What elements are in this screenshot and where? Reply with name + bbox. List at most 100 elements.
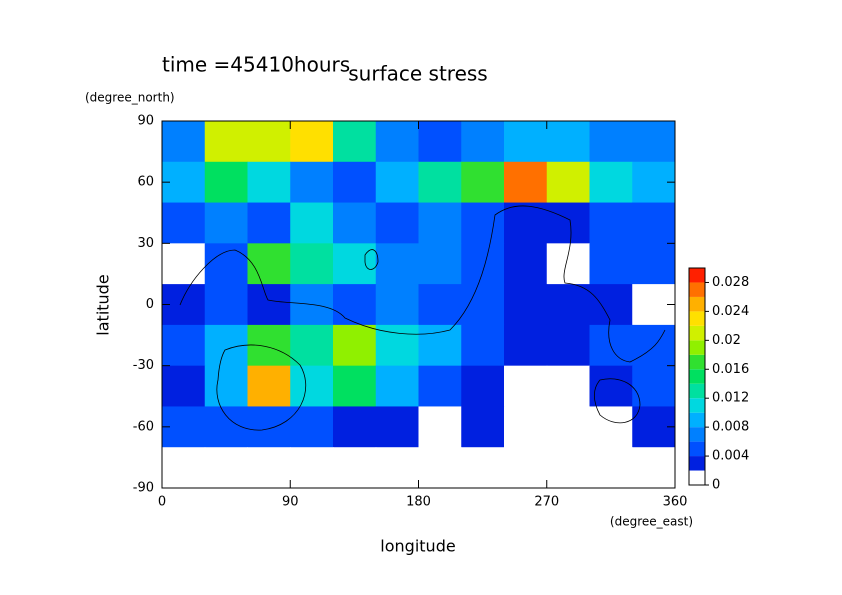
- colorbar-swatch: [689, 354, 705, 370]
- field-cell: [461, 121, 505, 163]
- field-cell: [589, 243, 633, 285]
- field-cell: [461, 202, 505, 244]
- colorbar-swatch: [689, 441, 705, 457]
- field-cell: [247, 324, 291, 367]
- field-cell: [204, 284, 248, 326]
- y-tick-label: -30: [133, 358, 154, 373]
- field-cell: [204, 202, 248, 244]
- field-cell: [290, 121, 334, 163]
- field-cell: [247, 365, 291, 407]
- field-cell: [290, 365, 334, 407]
- field: [162, 121, 676, 489]
- field-cell: [162, 202, 206, 244]
- y-tick-label: 60: [137, 175, 154, 190]
- field-cell: [546, 284, 590, 326]
- field-cell: [333, 365, 377, 407]
- field-cell: [290, 447, 334, 489]
- field-cell: [162, 243, 206, 285]
- field-cell: [504, 447, 548, 489]
- field-cell: [461, 243, 505, 285]
- x-unit: (degree_east): [610, 515, 693, 529]
- field-cell: [461, 284, 505, 326]
- field-cell: [504, 365, 548, 407]
- field-cell: [375, 365, 419, 407]
- field-cell: [632, 243, 676, 285]
- field-cell: [162, 324, 206, 367]
- coastlines: [179, 205, 666, 431]
- field-cell: [333, 161, 377, 204]
- field-cell: [632, 121, 676, 163]
- field-cell: [504, 161, 548, 204]
- colorbar-swatch: [689, 383, 705, 399]
- field-cell: [204, 365, 248, 407]
- field-cell: [290, 243, 334, 285]
- y-tick-label: -60: [133, 419, 154, 434]
- colorbar-frame: [688, 267, 706, 486]
- field-cell: [546, 324, 590, 367]
- colorbar-swatch: [689, 296, 705, 312]
- field-cell: [504, 243, 548, 285]
- field-cell: [504, 284, 548, 326]
- field-cell: [589, 447, 633, 489]
- field-cell: [632, 447, 676, 489]
- time-label: time =45410hours: [162, 53, 350, 77]
- field-cell: [247, 161, 291, 204]
- colorbar-tick-label: 0: [712, 478, 720, 493]
- field-cell: [290, 161, 334, 204]
- field-cell: [247, 243, 291, 285]
- coastline: [593, 378, 641, 424]
- field-cell: [375, 243, 419, 285]
- field-cell: [204, 161, 248, 204]
- y-tick-label: 90: [137, 114, 154, 129]
- field-cell: [162, 365, 206, 407]
- field-cell: [546, 365, 590, 407]
- field-cell: [333, 447, 377, 489]
- field-cell: [375, 324, 419, 367]
- coastline: [216, 344, 307, 431]
- colorbar-swatch: [689, 340, 705, 355]
- field-cell: [461, 324, 505, 367]
- field-cell: [204, 121, 248, 163]
- field-cell: [418, 161, 462, 204]
- colorbar-swatch: [689, 325, 705, 341]
- field-cell: [162, 121, 206, 163]
- field-cell: [247, 447, 291, 489]
- chart-title: surface stress: [348, 62, 487, 86]
- field-cell: [333, 202, 377, 244]
- colorbar-tick-label: 0.016: [712, 362, 749, 377]
- colorbar-swatch: [689, 456, 705, 471]
- coastline: [364, 249, 379, 270]
- field-cell: [632, 324, 676, 367]
- colorbar-tick-label: 0.008: [712, 420, 749, 435]
- coastline: [179, 205, 666, 363]
- field-cell: [418, 324, 462, 367]
- field-cell: [589, 161, 633, 204]
- colorbar-swatch: [689, 311, 705, 326]
- field-cell: [290, 324, 334, 367]
- field-cell: [418, 284, 462, 326]
- x-tick-label: 180: [406, 495, 431, 510]
- field-cell: [632, 202, 676, 244]
- field-cell: [546, 161, 590, 204]
- field-cell: [162, 447, 206, 489]
- field-cell: [461, 365, 505, 407]
- field-cell: [589, 406, 633, 448]
- field-cell: [375, 406, 419, 448]
- field-cell: [375, 284, 419, 326]
- field-cell: [546, 121, 590, 163]
- field-cell: [589, 121, 633, 163]
- field-cell: [418, 243, 462, 285]
- field-cell: [589, 284, 633, 326]
- field-cell: [504, 324, 548, 367]
- colorbar-swatch: [689, 412, 705, 428]
- colorbar-tick-label: 0.004: [712, 449, 749, 464]
- field-cell: [546, 447, 590, 489]
- x-tick-label: 360: [663, 495, 688, 510]
- field-cell: [504, 406, 548, 448]
- field-cell: [589, 365, 633, 407]
- field-cell: [290, 406, 334, 448]
- field-cell: [204, 243, 248, 285]
- field-cell: [504, 121, 548, 163]
- field-cell: [375, 121, 419, 163]
